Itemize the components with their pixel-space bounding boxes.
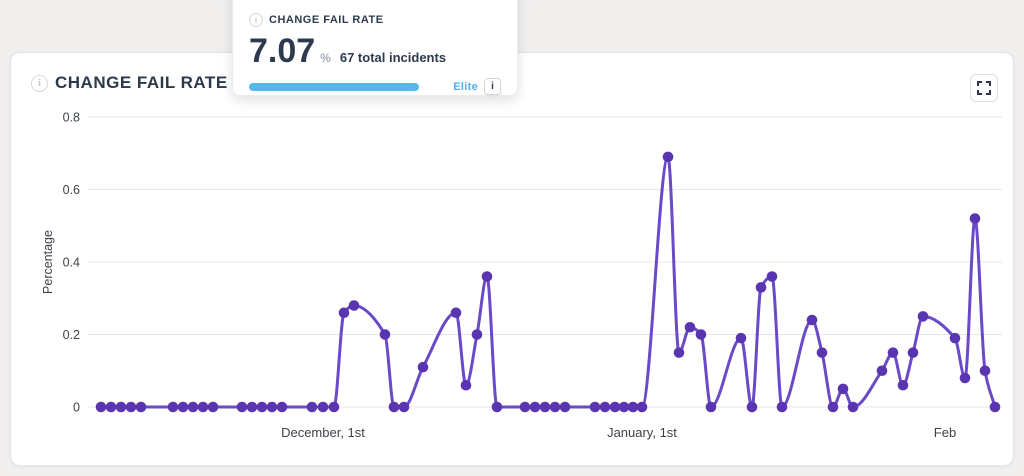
svg-text:January, 1st: January, 1st [607,425,677,440]
metric-summary-tooltip: i CHANGE FAIL RATE 7.07 % 67 total incid… [232,0,518,96]
incidents-count: 67 total incidents [339,50,447,65]
info-icon[interactable]: i [31,74,48,92]
metric-unit: % [320,51,331,65]
svg-text:December, 1st: December, 1st [281,425,365,440]
tooltip-footer: Elite i [249,78,501,95]
tooltip-value-row: 7.07 % 67 total incidents [249,34,501,68]
panel-header: i CHANGE FAIL RATE [11,53,1013,93]
metric-value: 7.07 [249,32,316,70]
svg-text:Percentage: Percentage [41,230,55,294]
svg-text:0.2: 0.2 [63,328,80,342]
tooltip-title: CHANGE FAIL RATE [269,14,384,26]
svg-text:0: 0 [73,401,80,415]
svg-text:Feb: Feb [934,425,956,440]
svg-text:0.4: 0.4 [63,256,80,270]
tier-badge: Elite i [453,78,501,95]
svg-text:0.8: 0.8 [63,111,80,125]
tier-info-button[interactable]: i [484,78,501,95]
tier-label: Elite [453,80,478,93]
info-icon: i [249,13,263,27]
svg-text:0.6: 0.6 [63,183,80,197]
expand-button[interactable] [970,74,998,102]
panel-title: CHANGE FAIL RATE [55,73,228,92]
tooltip-header: i CHANGE FAIL RATE [249,13,501,27]
fullscreen-icon [977,81,991,95]
performance-progress-bar [249,82,419,91]
